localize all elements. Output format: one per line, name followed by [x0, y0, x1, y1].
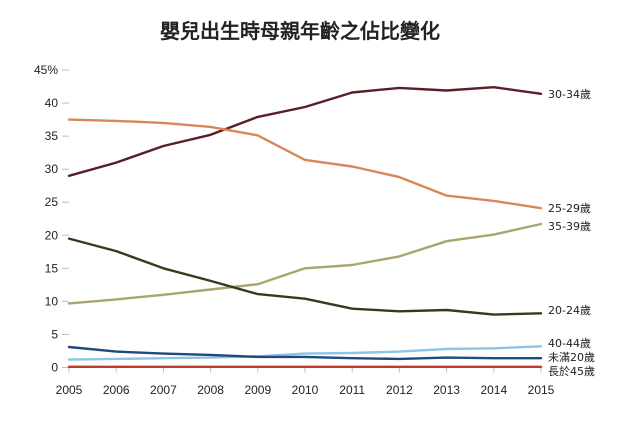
x-tick-label: 2012 [386, 383, 413, 397]
series-line [67, 345, 543, 361]
x-tick-label: 2014 [480, 383, 507, 397]
series-label: 30-34歲 [548, 87, 591, 101]
x-tick-label: 2006 [103, 383, 130, 397]
y-tick-label: 45% [34, 63, 58, 77]
series-label: 20-24歲 [548, 303, 591, 317]
y-tick-label: 15 [45, 261, 59, 275]
x-tick-label: 2008 [197, 383, 224, 397]
series-label: 長於45歲 [548, 364, 595, 378]
series-lines [67, 85, 543, 368]
x-tick-label: 2007 [150, 383, 177, 397]
series-line [67, 118, 543, 210]
y-axis: 0 5 10 15 20 25 30 35 40 45% [34, 63, 69, 375]
series-label: 未滿20歲 [548, 350, 595, 364]
series-label: 35-39歲 [548, 219, 591, 233]
x-tick-label: 2015 [528, 383, 555, 397]
x-tick-label: 2013 [433, 383, 460, 397]
x-tick-label: 2005 [56, 383, 83, 397]
series-line [67, 222, 543, 305]
series-line [67, 85, 543, 178]
x-tick-label: 2011 [339, 383, 365, 397]
x-tick-label: 2009 [244, 383, 271, 397]
y-tick-label: 25 [45, 195, 59, 209]
series-line [67, 237, 543, 316]
y-tick-label: 5 [51, 327, 58, 341]
y-tick-label: 40 [45, 96, 59, 110]
y-tick-label: 10 [45, 294, 59, 308]
y-tick-label: 35 [45, 129, 59, 143]
x-tick-label: 2010 [292, 383, 319, 397]
chart-title: 嬰兒出生時母親年齡之佔比變化 [160, 19, 440, 43]
series-label: 40-44歲 [548, 336, 591, 350]
y-tick-label: 20 [45, 228, 59, 242]
y-tick-label: 30 [45, 162, 59, 176]
series-label: 25-29歲 [548, 201, 591, 215]
y-tick-label: 0 [51, 361, 58, 375]
series-line [67, 345, 543, 361]
x-axis: 2005 2006 2007 2008 2009 2010 2011 2012 2013 2014… [56, 367, 555, 397]
